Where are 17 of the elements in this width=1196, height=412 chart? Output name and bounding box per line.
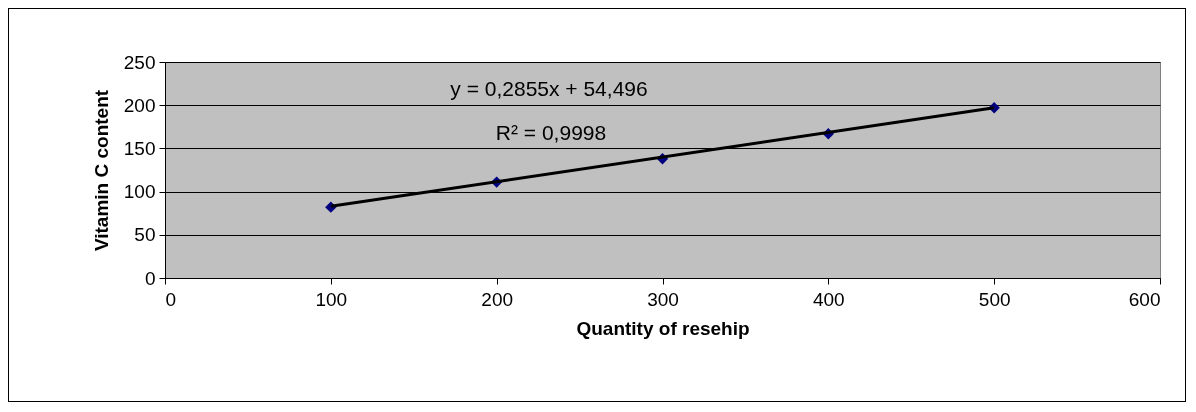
annotation: y = 0,2855x + 54,496 [450, 77, 648, 100]
y-tick-label: 50 [134, 224, 156, 246]
x-tick-label: 400 [812, 288, 845, 310]
x-tick-label: 500 [978, 288, 1011, 310]
y-tick-label: 200 [123, 94, 156, 116]
y-tick-label: 0 [144, 267, 156, 289]
x-tick-label: 0 [165, 288, 177, 310]
x-tick-label: 600 [1128, 288, 1161, 310]
y-tick-label: 250 [123, 51, 156, 73]
x-tick-label: 100 [315, 288, 348, 310]
x-axis-title: Quantity of resehip [576, 317, 750, 339]
y-axis-title: Vitamin C content [90, 89, 112, 252]
annotation: R² = 0,9998 [495, 121, 607, 144]
x-tick-label: 200 [481, 288, 514, 310]
y-tick-label: 100 [123, 181, 156, 203]
x-tick-label: 300 [647, 288, 679, 310]
y-tick-label: 150 [123, 137, 156, 159]
